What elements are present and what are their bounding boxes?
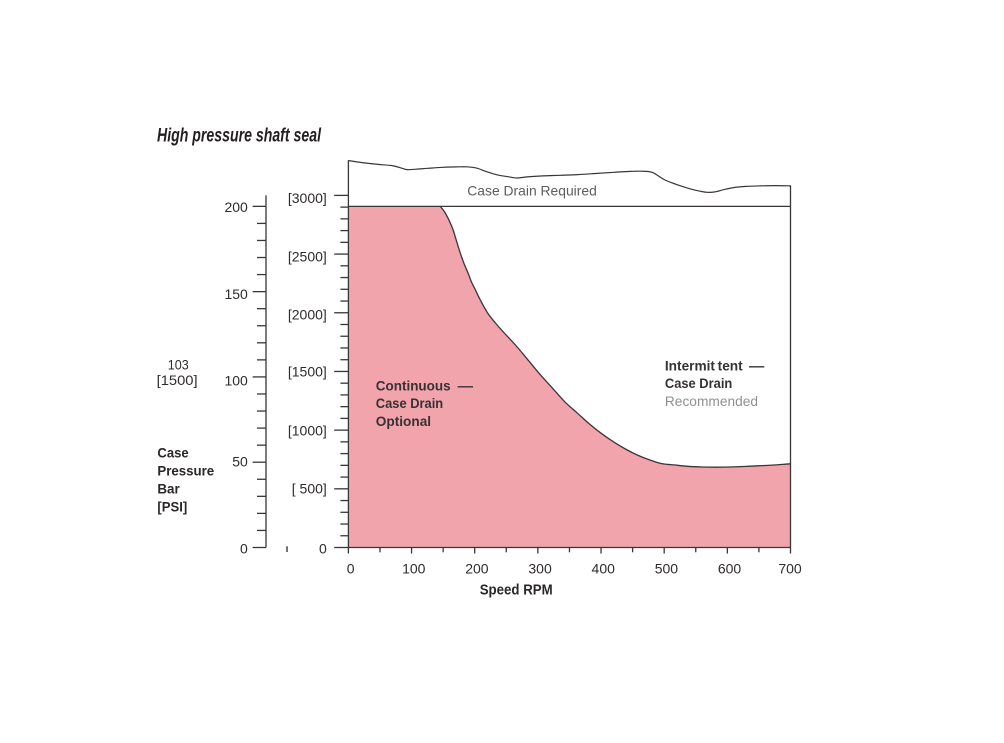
svg-text:200: 200	[465, 560, 489, 576]
svg-text:[3000]: [3000]	[288, 190, 327, 206]
svg-text:Case Drain: Case Drain	[376, 395, 443, 411]
svg-text:150: 150	[224, 286, 248, 302]
svg-text:0: 0	[347, 560, 355, 576]
svg-text:[1500]: [1500]	[288, 363, 327, 379]
svg-text:[PSI]: [PSI]	[157, 498, 187, 514]
svg-text:Recommended: Recommended	[665, 393, 758, 409]
svg-text:Pressure: Pressure	[157, 463, 214, 479]
svg-text:100: 100	[402, 560, 426, 576]
svg-text:0: 0	[240, 541, 248, 557]
svg-text:Intermit tent: Intermit tent	[665, 357, 743, 373]
svg-text:Speed RPM: Speed RPM	[480, 583, 553, 599]
svg-text:103: 103	[168, 356, 189, 372]
svg-text:[ 500]: [ 500]	[292, 481, 327, 497]
svg-text:Bar: Bar	[157, 480, 180, 496]
svg-text:[1000]: [1000]	[288, 423, 327, 439]
svg-text:[1500]: [1500]	[157, 372, 198, 388]
svg-text:[2500]: [2500]	[288, 248, 327, 264]
svg-text:—: —	[749, 357, 764, 373]
svg-text:400: 400	[592, 560, 616, 576]
svg-text:300: 300	[528, 560, 552, 576]
svg-text:—: —	[458, 377, 473, 393]
svg-text:Case: Case	[157, 445, 188, 461]
svg-text:600: 600	[718, 560, 742, 576]
svg-text:Case Drain: Case Drain	[665, 375, 732, 391]
svg-text:500: 500	[655, 560, 679, 576]
svg-text:High pressure shaft seal: High pressure shaft seal	[157, 126, 322, 147]
svg-text:Optional: Optional	[376, 413, 431, 429]
svg-text:700: 700	[778, 560, 802, 576]
svg-text:Case Drain Required: Case Drain Required	[467, 183, 597, 199]
svg-text:Continuous: Continuous	[376, 377, 451, 393]
svg-text:200: 200	[224, 199, 248, 215]
svg-text:100: 100	[224, 372, 248, 388]
svg-text:50: 50	[232, 454, 248, 470]
svg-text:0: 0	[319, 541, 327, 557]
svg-text:[2000]: [2000]	[288, 307, 327, 323]
